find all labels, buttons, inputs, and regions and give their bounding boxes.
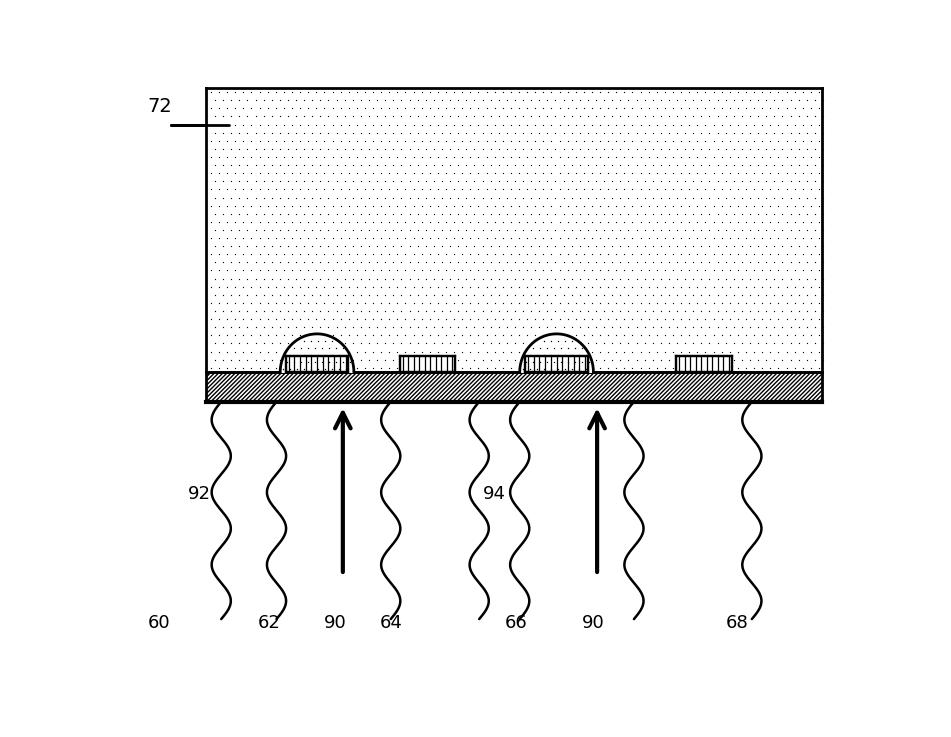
Bar bbox=[400, 356, 456, 372]
Bar bbox=[676, 356, 731, 372]
Text: 90: 90 bbox=[582, 614, 605, 632]
Text: 68: 68 bbox=[726, 614, 748, 632]
Polygon shape bbox=[281, 334, 354, 372]
Bar bbox=[206, 372, 822, 402]
Polygon shape bbox=[519, 334, 593, 372]
Text: 72: 72 bbox=[147, 97, 172, 116]
Text: 94: 94 bbox=[483, 485, 506, 503]
Text: 62: 62 bbox=[258, 614, 281, 632]
Text: 60: 60 bbox=[147, 614, 170, 632]
Bar bbox=[285, 356, 348, 372]
Bar bbox=[525, 356, 588, 372]
Text: 64: 64 bbox=[379, 614, 402, 632]
Bar bbox=[206, 88, 822, 372]
Text: 92: 92 bbox=[188, 485, 211, 503]
Text: 66: 66 bbox=[505, 614, 528, 632]
Text: 90: 90 bbox=[324, 614, 347, 632]
